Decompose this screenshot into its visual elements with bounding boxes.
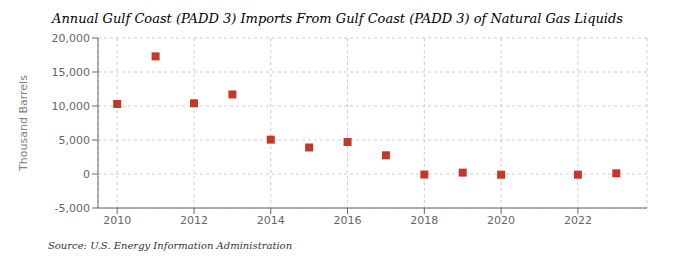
- svg-text:2016: 2016: [334, 214, 362, 227]
- html-text:Annual Gulf Coast (PADD 3) Imp: Annual Gulf Coast (PADD 3) Imports From …: [52, 11, 623, 26]
- svg-text:Thousand Barrels: Thousand Barrels: [17, 75, 30, 172]
- svg-text:2012: 2012: [180, 214, 208, 227]
- svg-text:2018: 2018: [410, 214, 438, 227]
- html-text:Source: U.S. Energy Informatio: Source: U.S. Energy Information Administ…: [48, 240, 293, 251]
- svg-text:-5,000: -5,000: [55, 202, 90, 215]
- svg-text:20,000: 20,000: [52, 32, 91, 45]
- svg-text:2020: 2020: [487, 214, 515, 227]
- svg-text:0: 0: [83, 168, 90, 181]
- svg-text:10,000: 10,000: [52, 100, 91, 113]
- svg-text:5,000: 5,000: [59, 134, 91, 147]
- svg-text:2010: 2010: [103, 214, 131, 227]
- svg-text:15,000: 15,000: [52, 66, 91, 79]
- svg-text:2022: 2022: [564, 214, 592, 227]
- svg-text:2014: 2014: [257, 214, 285, 227]
